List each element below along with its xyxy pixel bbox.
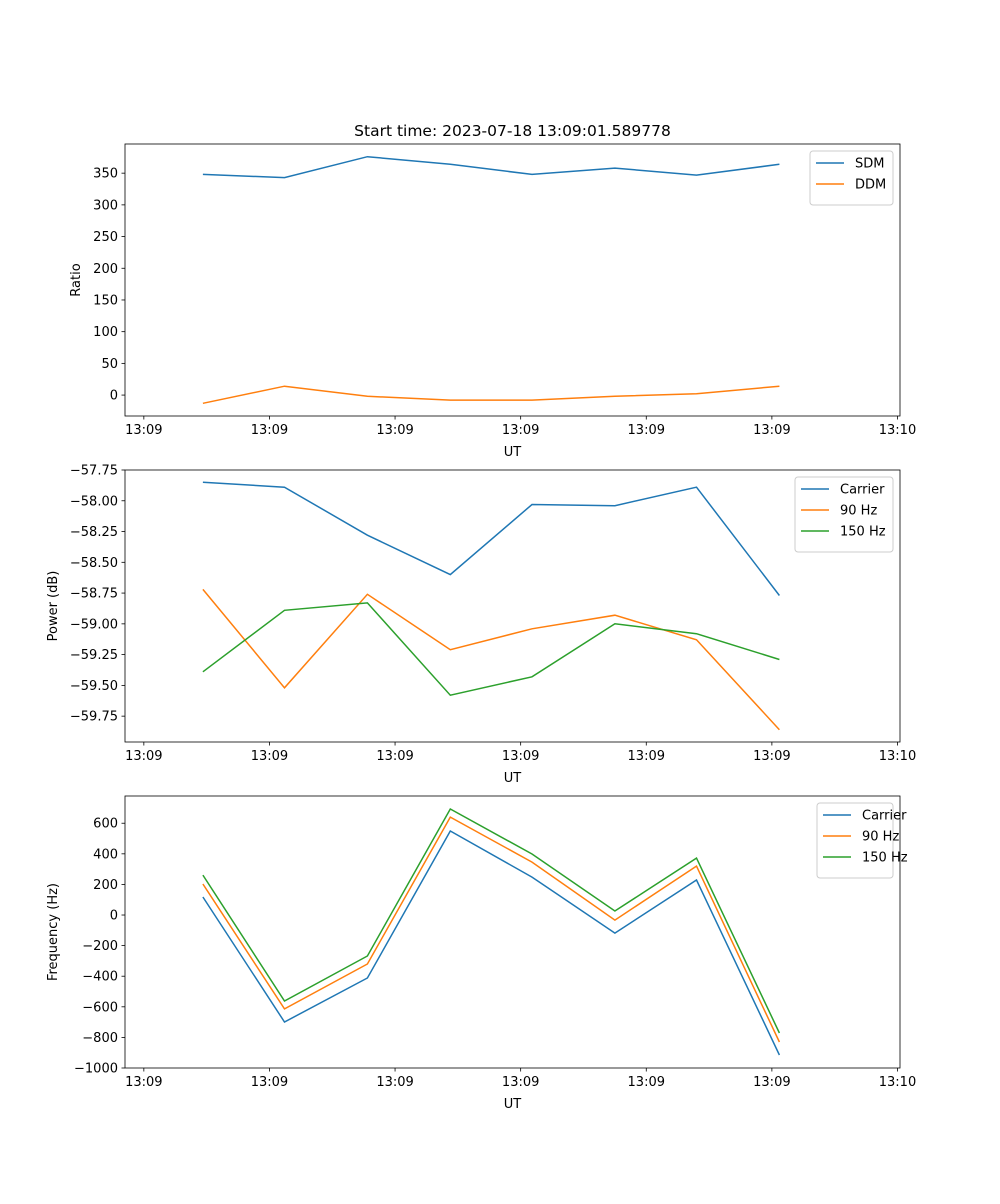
x-tick-label: 13:09 [251, 423, 288, 438]
x-tick-label: 13:09 [753, 749, 790, 764]
series-line-90-hz [202, 588, 780, 731]
series-line-carrier [202, 481, 780, 596]
y-tick-label: 300 [93, 198, 118, 213]
y-tick-label: −59.50 [70, 679, 118, 694]
y-tick-label: 150 [93, 293, 118, 308]
y-tick-label: 600 [93, 817, 118, 832]
axes-frame [124, 143, 901, 417]
y-tick-label: −58.75 [70, 587, 118, 602]
series-line-150-hz [202, 602, 780, 697]
legend-label: DDM [855, 178, 886, 193]
x-tick-label: 13:09 [125, 1075, 162, 1090]
legend: Carrier 90 Hz 150 Hz [794, 476, 894, 553]
x-tick-label: 13:10 [879, 1075, 916, 1090]
subplot-2: 13:09 13:09 13:09 13:09 13:09 13:09 13:10 −57.7… [46, 464, 916, 787]
x-tick-label: 13:09 [376, 1075, 413, 1090]
legend: SDM DDM [809, 150, 894, 206]
legend: Carrier 90 Hz 150 Hz [816, 802, 908, 879]
series-line-90-hz [202, 816, 781, 1043]
series-line-carrier [202, 829, 781, 1056]
chart-title: Start time: 2023-07-18 13:09:01.589778 [354, 122, 671, 140]
y-tick-label: 400 [93, 847, 118, 862]
y-axis-label: Power (dB) [46, 571, 61, 642]
x-tick-label: 13:09 [502, 423, 539, 438]
x-axis-label: UT [504, 771, 522, 786]
y-tick-label: −200 [82, 939, 118, 954]
legend-label: Carrier [840, 483, 885, 498]
x-tick-label: 13:09 [125, 749, 162, 764]
y-tick-label: −58.00 [70, 494, 118, 509]
y-tick-label: 350 [93, 167, 118, 182]
x-tick-label: 13:09 [628, 1075, 665, 1090]
y-tick-label: −1000 [74, 1062, 118, 1077]
x-tick-label: 13:10 [879, 749, 916, 764]
subplot-1: 13:09 13:09 13:09 13:09 13:09 13:09 13:10 0 50 10… [69, 122, 916, 460]
legend-label: 90 Hz [862, 830, 899, 845]
x-tick-label: 13:09 [753, 423, 790, 438]
series-line-150-hz [202, 807, 781, 1034]
axes-frame [124, 795, 901, 1069]
y-tick-label: 50 [101, 357, 118, 372]
y-tick-label: 0 [110, 909, 118, 924]
legend-box [809, 150, 894, 206]
y-tick-label: −57.75 [70, 464, 118, 479]
x-tick-label: 13:09 [502, 1075, 539, 1090]
legend-label: 150 Hz [862, 851, 908, 866]
x-tick-label: 13:09 [753, 1075, 790, 1090]
y-tick-label: 250 [93, 230, 118, 245]
legend-box [816, 802, 894, 879]
x-tick-label: 13:09 [251, 1075, 288, 1090]
x-tick-label: 13:09 [502, 749, 539, 764]
x-tick-label: 13:09 [628, 749, 665, 764]
y-tick-label: 100 [93, 325, 118, 340]
y-tick-label: −58.50 [70, 556, 118, 571]
x-tick-label: 13:09 [376, 423, 413, 438]
series-line-sdm [202, 155, 780, 179]
y-tick-label: −59.25 [70, 648, 118, 663]
y-tick-label: −800 [82, 1031, 118, 1046]
y-tick-label: −58.25 [70, 525, 118, 540]
legend-label: Carrier [862, 809, 907, 824]
subplot-3: 13:09 13:09 13:09 13:09 13:09 13:09 13:10 −1000… [46, 795, 916, 1112]
x-axis-label: UT [504, 1097, 522, 1112]
y-tick-label: 200 [93, 878, 118, 893]
legend-label: SDM [855, 157, 884, 172]
x-tick-label: 13:09 [376, 749, 413, 764]
y-tick-label: −59.75 [70, 710, 118, 725]
y-tick-label: −600 [82, 1000, 118, 1015]
y-tick-label: −400 [82, 970, 118, 985]
y-axis-label: Ratio [69, 263, 84, 296]
legend-box [794, 476, 894, 553]
x-axis-label: UT [504, 445, 522, 460]
y-axis-label: Frequency (Hz) [46, 883, 61, 981]
y-tick-label: 200 [93, 262, 118, 277]
x-tick-label: 13:10 [879, 423, 916, 438]
series-line-ddm [202, 385, 780, 405]
y-tick-label: −59.00 [70, 617, 118, 632]
legend-label: 90 Hz [840, 504, 877, 519]
x-tick-label: 13:09 [125, 423, 162, 438]
x-tick-label: 13:09 [628, 423, 665, 438]
legend-label: 150 Hz [840, 525, 886, 540]
x-tick-label: 13:09 [251, 749, 288, 764]
y-tick-label: 0 [110, 389, 118, 404]
axes-frame [124, 469, 901, 743]
